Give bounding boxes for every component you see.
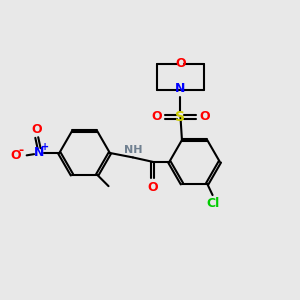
Text: -: - — [19, 144, 24, 157]
Text: NH: NH — [124, 146, 142, 155]
Text: O: O — [10, 149, 21, 162]
Text: Cl: Cl — [206, 197, 219, 210]
Text: O: O — [152, 110, 162, 123]
Text: O: O — [199, 110, 209, 123]
Text: S: S — [176, 110, 185, 124]
Text: O: O — [175, 57, 186, 70]
Text: O: O — [32, 123, 42, 136]
Text: +: + — [41, 142, 49, 152]
Text: N: N — [175, 82, 186, 95]
Text: O: O — [148, 181, 158, 194]
Text: N: N — [34, 146, 44, 160]
